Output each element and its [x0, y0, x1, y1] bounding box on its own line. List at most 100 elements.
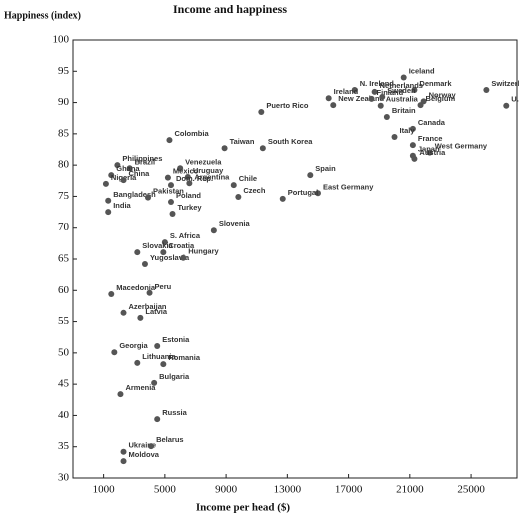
point-label: Poland [176, 191, 201, 200]
point [120, 458, 127, 465]
y-tick-label: 80 [58, 159, 70, 171]
point-label: Finland [377, 88, 404, 97]
point [371, 88, 378, 95]
point [383, 113, 390, 120]
point-label: Switzerland [491, 79, 519, 88]
y-tick-label: 95 [58, 65, 70, 77]
point-label: Denmark [419, 79, 452, 88]
y-tick-label: 35 [58, 440, 70, 452]
point [166, 137, 173, 144]
point-label: Uruguay [193, 166, 224, 175]
point-label: Brazil [135, 157, 155, 166]
point-label: Ukraine [129, 441, 157, 450]
point [426, 149, 433, 156]
point [160, 249, 167, 256]
point [169, 210, 176, 217]
y-tick-label: 55 [58, 315, 70, 327]
point [279, 195, 286, 202]
point [151, 379, 158, 386]
point-label: Hungary [188, 247, 219, 256]
point-label: Armenia [125, 383, 156, 392]
point [160, 361, 167, 368]
point-label: Croatia [168, 241, 195, 250]
point [164, 174, 171, 181]
point [108, 291, 115, 298]
point-label: Norway [429, 90, 457, 99]
point [377, 102, 384, 109]
y-tick-label: 70 [58, 221, 70, 233]
point [409, 142, 416, 149]
y-tick-label: 65 [58, 253, 70, 265]
point [148, 443, 155, 450]
x-tick-label: 17000 [335, 484, 363, 496]
point [314, 190, 321, 197]
x-tick-label: 1000 [93, 484, 116, 496]
point [117, 391, 124, 398]
point [186, 180, 193, 187]
point [307, 172, 314, 179]
point-label: Spain [315, 164, 336, 173]
point [409, 125, 416, 132]
point-label: Dom. Rep. [176, 174, 213, 183]
point-label: Japan [418, 145, 440, 154]
point [503, 102, 510, 109]
point [137, 314, 144, 321]
point-label: Bulgaria [159, 372, 190, 381]
point-label: Georgia [119, 341, 148, 350]
point-label: Iceland [409, 67, 435, 76]
point [146, 289, 153, 296]
point-label: Russia [162, 408, 187, 417]
point [180, 254, 187, 261]
point [221, 145, 228, 152]
point [411, 87, 418, 94]
point-label: Belgium [426, 94, 456, 103]
point [145, 194, 152, 201]
y-tick-label: 45 [58, 378, 70, 390]
point [111, 349, 118, 356]
point [417, 102, 424, 109]
point [120, 448, 127, 455]
point [126, 165, 133, 172]
x-tick-label: 5000 [154, 484, 177, 496]
point-label: Venezuela [185, 157, 222, 166]
point [379, 93, 386, 100]
point [210, 227, 217, 234]
y-tick-label: 75 [58, 190, 70, 202]
point [167, 199, 174, 206]
point-label: India [113, 201, 131, 210]
point-label: Peru [155, 282, 172, 291]
point-label: Slovenia [219, 219, 251, 228]
x-tick-label: 13000 [274, 484, 302, 496]
point [161, 239, 168, 246]
point-label: Slovakia [142, 241, 173, 250]
point-label: Sweden [387, 86, 416, 95]
point-label: Bangladesh [113, 190, 156, 199]
point [411, 155, 418, 162]
chart-title: Income and happiness [173, 2, 287, 16]
y-axis-label: Happiness (index) [4, 10, 81, 21]
point [483, 87, 490, 94]
point-label: China [129, 169, 151, 178]
point-label: West Germany [435, 142, 488, 151]
point-label: U.S.A. [511, 95, 519, 104]
point [368, 95, 375, 102]
point [105, 209, 112, 216]
y-tick-label: 100 [53, 34, 70, 46]
point [154, 342, 161, 349]
y-tick-label: 85 [58, 127, 70, 139]
point-label: Taiwan [230, 137, 255, 146]
point [400, 74, 407, 81]
point-label: Czech [243, 186, 266, 195]
point-label: Latvia [145, 307, 168, 316]
point [391, 133, 398, 140]
point [230, 182, 237, 189]
point-label: Philippines [122, 154, 162, 163]
point-label: East Germany [323, 182, 374, 191]
point-label: Australia [386, 95, 419, 104]
point [102, 180, 109, 187]
point-label: Turkey [178, 203, 203, 212]
point [105, 197, 112, 204]
point-label: Puerto Rico [266, 101, 309, 110]
point [120, 309, 127, 316]
x-tick-label: 21000 [396, 484, 424, 496]
